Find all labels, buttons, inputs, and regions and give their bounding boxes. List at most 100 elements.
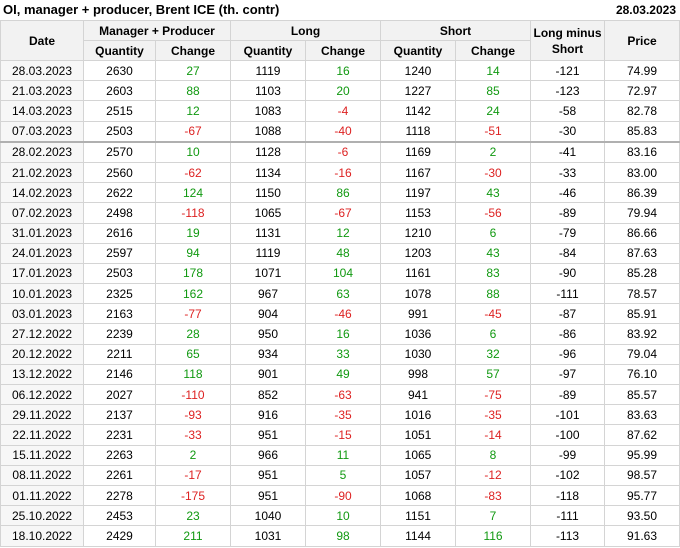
- table-cell: 1088: [230, 120, 306, 143]
- table-cell: 2211: [83, 343, 156, 365]
- table-cell: -102: [530, 464, 606, 486]
- table-cell: 1016: [380, 404, 457, 426]
- data-table: Date Manager + Producer Long Short Long …: [0, 20, 680, 547]
- table-cell: 17.01.2023: [0, 262, 84, 285]
- table-cell: 98.57: [604, 464, 680, 486]
- table-cell: 2622: [83, 182, 156, 204]
- table-cell: 16: [304, 59, 382, 82]
- table-cell: 178: [155, 262, 231, 285]
- header-cell: Long minus Short: [530, 20, 606, 61]
- table-row: 21.02.2023 2560 -62 1134 -16 1167 -30 -33 83.00: [0, 161, 680, 184]
- table-row: 03.01.2023 2163 -77 904 -46 991 -45 -87 85.91: [0, 303, 680, 325]
- table-cell: 2278: [83, 484, 156, 507]
- table-cell: -41: [530, 141, 606, 163]
- table-cell: -67: [304, 202, 382, 224]
- table-cell: 18.10.2022: [0, 525, 84, 547]
- table-cell: 25.10.2022: [0, 505, 84, 527]
- table-cell: 86.66: [604, 222, 680, 244]
- table-cell: -45: [455, 303, 532, 325]
- table-cell: 1083: [230, 100, 306, 122]
- table-cell: 2: [455, 141, 532, 163]
- table-cell: 2429: [83, 525, 156, 547]
- table-cell: 33: [304, 343, 382, 365]
- table-cell: 1031: [230, 525, 306, 547]
- table-cell: 19: [155, 222, 231, 244]
- table-cell: 87.63: [604, 242, 680, 264]
- table-cell: -79: [530, 222, 606, 244]
- table-cell: 83.63: [604, 404, 680, 426]
- table-cell: 2: [155, 444, 231, 466]
- table-cell: 1071: [230, 262, 306, 285]
- table-cell: -83: [455, 484, 532, 507]
- table-cell: 10: [155, 141, 231, 163]
- table-cell: 1131: [230, 222, 306, 244]
- table-cell: -14: [455, 424, 532, 446]
- table-cell: 2503: [83, 120, 156, 143]
- table-cell: 2239: [83, 323, 156, 345]
- table-cell: 1150: [230, 182, 306, 204]
- table-cell: -99: [530, 444, 606, 466]
- table-cell: 852: [230, 383, 306, 406]
- table-cell: 82.78: [604, 100, 680, 122]
- table-cell: 904: [230, 303, 306, 325]
- table-cell: -86: [530, 323, 606, 345]
- table-cell: 10: [304, 505, 382, 527]
- table-row: 31.01.2023 2616 19 1131 12 1210 6 -79 86.66: [0, 222, 680, 244]
- table-cell: 1040: [230, 505, 306, 527]
- table-cell: -33: [155, 424, 231, 446]
- table-cell: -96: [530, 343, 606, 365]
- table-cell: 1161: [380, 262, 457, 285]
- table-body: 28.03.2023 2630 27 1119 16 1240 14 -121 74.99 21.…: [0, 59, 680, 547]
- table-cell: 28.02.2023: [0, 141, 84, 163]
- table-cell: 6: [455, 323, 532, 345]
- table-cell: 11: [304, 444, 382, 466]
- table-row: 06.12.2022 2027 -110 852 -63 941 -75 -89 85.57: [0, 383, 680, 406]
- header-row: Quantity Change Quantity Change Quantity Chan…: [1, 40, 680, 61]
- table-cell: -89: [530, 202, 606, 224]
- table-cell: 116: [455, 525, 532, 547]
- table-cell: 1134: [230, 161, 306, 184]
- table-cell: 08.11.2022: [0, 464, 84, 486]
- table-cell: 06.12.2022: [0, 383, 84, 406]
- table-cell: 24: [455, 100, 532, 122]
- table-cell: 23: [155, 505, 231, 527]
- table-cell: -110: [155, 383, 231, 406]
- table-cell: 88: [155, 80, 231, 102]
- table-cell: 8: [455, 444, 532, 466]
- table-cell: 1103: [230, 80, 306, 102]
- table-cell: -46: [304, 303, 382, 325]
- table-cell: 22.11.2022: [0, 424, 84, 446]
- table-cell: 85: [455, 80, 532, 102]
- table-cell: 2027: [83, 383, 156, 406]
- table-cell: -63: [304, 383, 382, 406]
- table-cell: -46: [530, 182, 606, 204]
- table-cell: -90: [530, 262, 606, 285]
- table-cell: 24.01.2023: [0, 242, 84, 264]
- header-row: Date Manager + Producer Long Short Long …: [0, 20, 680, 61]
- table-cell: -67: [155, 120, 231, 143]
- table-row: 07.02.2023 2498 -118 1065 -67 1153 -56 -89 79.94: [0, 202, 680, 224]
- table-cell: -84: [530, 242, 606, 264]
- table-row: 15.11.2022 2263 2 966 11 1065 8 -99 95.99: [0, 444, 680, 466]
- table-cell: 951: [230, 464, 306, 486]
- table-cell: 2570: [83, 141, 156, 163]
- table-cell: 14: [455, 59, 532, 82]
- table-cell: 98: [304, 525, 382, 547]
- table-cell: 2146: [83, 363, 156, 386]
- table-cell: 20.12.2022: [0, 343, 84, 365]
- table-cell: -118: [155, 202, 231, 224]
- table-cell: -40: [304, 120, 382, 143]
- table-cell: 32: [455, 343, 532, 365]
- table-cell: 63: [304, 283, 382, 305]
- table-cell: 1240: [380, 59, 457, 82]
- table-row: 14.03.2023 2515 12 1083 -4 1142 24 -58 82.78: [0, 100, 680, 122]
- table-cell: 2515: [83, 100, 156, 122]
- table-cell: 1227: [380, 80, 457, 102]
- table-cell: 1119: [230, 242, 306, 264]
- table-cell: -56: [455, 202, 532, 224]
- table-cell: 124: [155, 182, 231, 204]
- table-cell: 87.62: [604, 424, 680, 446]
- table-cell: 998: [380, 363, 457, 386]
- table-cell: 43: [455, 182, 532, 204]
- table-row: 07.03.2023 2503 -67 1088 -40 1118 -51 -30 85.83: [0, 120, 680, 143]
